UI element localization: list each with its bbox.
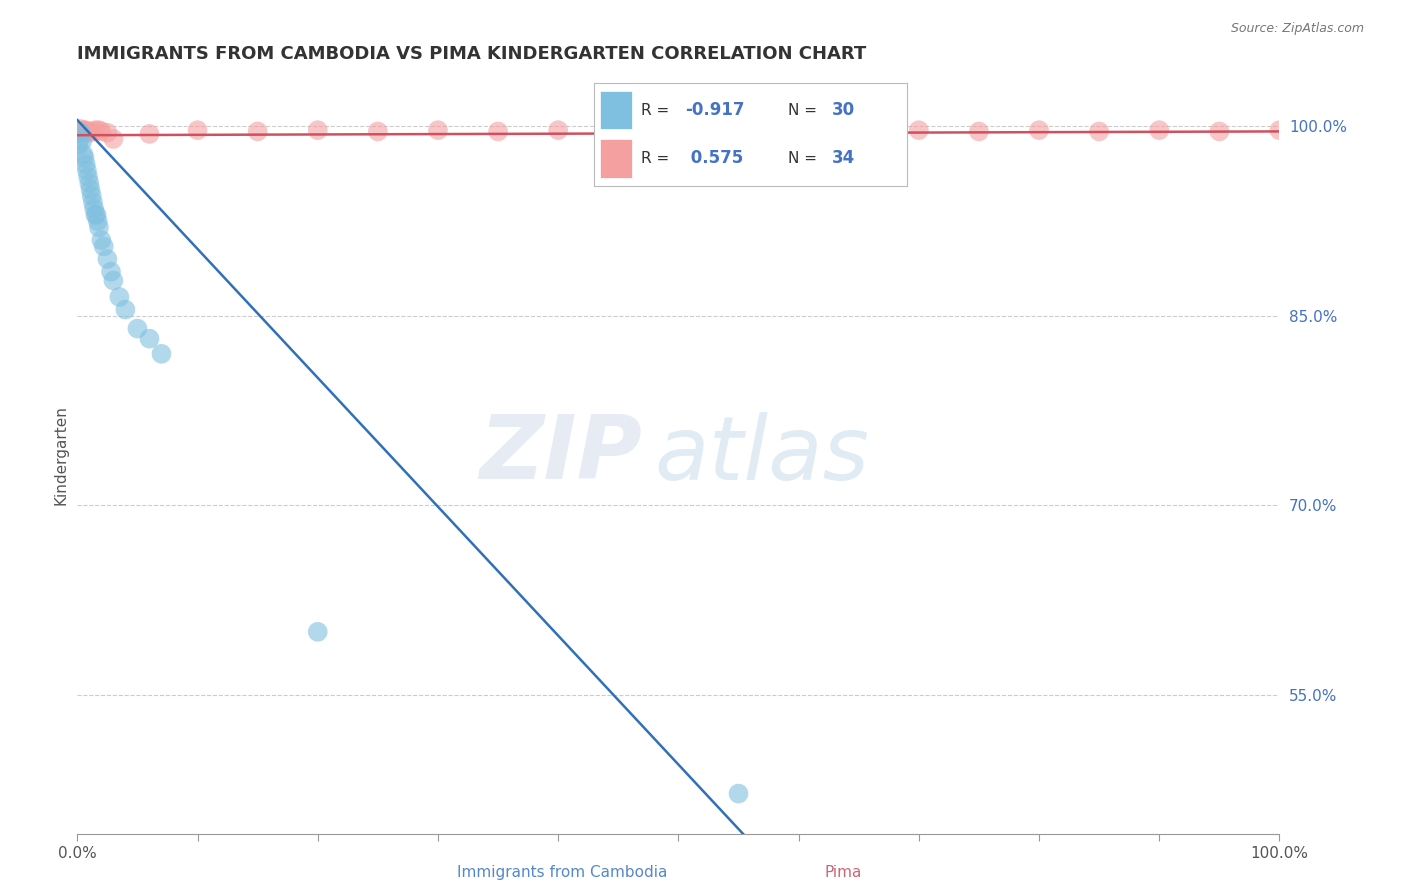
Point bbox=[82, 195, 104, 210]
Text: atlas: atlas bbox=[654, 412, 869, 498]
Text: 30: 30 bbox=[832, 101, 855, 119]
Point bbox=[70, 124, 93, 138]
Point bbox=[86, 208, 108, 222]
Point bbox=[69, 122, 91, 136]
Point bbox=[87, 123, 110, 137]
Point bbox=[103, 274, 125, 288]
Point bbox=[727, 787, 749, 801]
Point bbox=[114, 302, 136, 317]
Point bbox=[138, 127, 160, 141]
Point bbox=[84, 123, 107, 137]
Point bbox=[727, 124, 749, 138]
Point bbox=[307, 624, 329, 639]
Text: IMMIGRANTS FROM CAMBODIA VS PIMA KINDERGARTEN CORRELATION CHART: IMMIGRANTS FROM CAMBODIA VS PIMA KINDERG… bbox=[77, 45, 866, 63]
Point bbox=[908, 123, 931, 137]
Point bbox=[79, 183, 101, 197]
Point bbox=[848, 124, 870, 138]
Point bbox=[90, 233, 112, 247]
Point bbox=[75, 157, 97, 171]
Point bbox=[76, 124, 98, 138]
Text: N =: N = bbox=[787, 151, 823, 166]
Point bbox=[150, 347, 173, 361]
Point bbox=[80, 124, 103, 138]
Point bbox=[787, 123, 810, 137]
Point bbox=[70, 126, 93, 140]
Point bbox=[138, 332, 160, 346]
Point bbox=[1088, 124, 1111, 138]
Point bbox=[76, 163, 98, 178]
Point bbox=[79, 176, 101, 190]
Point bbox=[668, 123, 690, 137]
Point bbox=[427, 123, 450, 137]
Point bbox=[1149, 123, 1171, 137]
Text: Immigrants from Cambodia: Immigrants from Cambodia bbox=[457, 865, 668, 880]
Point bbox=[77, 169, 100, 184]
Point bbox=[246, 124, 269, 138]
Point bbox=[73, 124, 96, 138]
Point bbox=[1208, 124, 1230, 138]
Point bbox=[90, 124, 112, 138]
Point bbox=[67, 138, 90, 153]
Y-axis label: Kindergarten: Kindergarten bbox=[53, 405, 69, 505]
Text: N =: N = bbox=[787, 103, 823, 118]
Text: 0.575: 0.575 bbox=[685, 149, 744, 167]
Point bbox=[1268, 123, 1291, 137]
Point bbox=[87, 220, 110, 235]
Point bbox=[186, 123, 209, 137]
Point bbox=[103, 132, 125, 146]
FancyBboxPatch shape bbox=[600, 138, 631, 178]
Text: ZIP: ZIP bbox=[479, 411, 643, 499]
Text: Source: ZipAtlas.com: Source: ZipAtlas.com bbox=[1230, 22, 1364, 36]
Point bbox=[1028, 123, 1050, 137]
Point bbox=[75, 123, 97, 137]
Point bbox=[79, 126, 101, 140]
Text: Pima: Pima bbox=[825, 865, 862, 880]
Point bbox=[127, 321, 149, 335]
Point bbox=[607, 124, 630, 138]
Text: R =: R = bbox=[641, 151, 675, 166]
Point bbox=[84, 208, 107, 222]
Point bbox=[69, 132, 91, 146]
Point bbox=[73, 151, 96, 165]
Point bbox=[87, 214, 110, 228]
Point bbox=[70, 135, 93, 149]
Point bbox=[367, 124, 389, 138]
Point bbox=[80, 189, 103, 203]
Point bbox=[108, 290, 131, 304]
Point bbox=[547, 123, 569, 137]
Point bbox=[83, 202, 105, 216]
Point bbox=[100, 265, 122, 279]
Point bbox=[96, 252, 118, 266]
Text: R =: R = bbox=[641, 103, 675, 118]
Point bbox=[967, 124, 990, 138]
Point bbox=[486, 124, 509, 138]
Point bbox=[72, 147, 94, 161]
Point bbox=[93, 239, 115, 253]
Text: -0.917: -0.917 bbox=[685, 101, 744, 119]
Text: 34: 34 bbox=[832, 149, 855, 167]
Point bbox=[307, 123, 329, 137]
Point bbox=[72, 123, 94, 137]
Point bbox=[67, 126, 90, 140]
FancyBboxPatch shape bbox=[600, 91, 631, 129]
Point bbox=[96, 126, 118, 140]
